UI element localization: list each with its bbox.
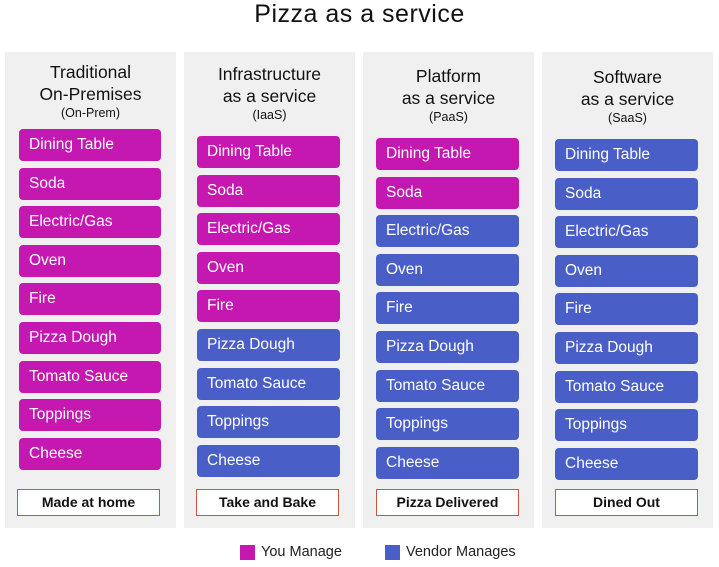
stack-item: Dining Table [555, 139, 698, 171]
stack-item: Toppings [19, 399, 161, 432]
stack-item: Electric/Gas [197, 213, 340, 246]
stack-item: Tomato Sauce [555, 370, 698, 403]
column-title-line: Platform [415, 66, 482, 86]
stack-item: Soda [555, 177, 698, 210]
stack-item: Oven [555, 254, 698, 287]
column-header: Software as a service (SaaS) [542, 66, 713, 126]
column-title-line: Infrastructure [217, 64, 322, 84]
stack-item: Cheese [197, 444, 340, 477]
column-footer-label: Made at home [17, 489, 160, 516]
stack-item: Fire [555, 293, 698, 326]
stack-item: Dining Table [19, 129, 161, 161]
column-title-line: Traditional [49, 62, 132, 82]
stack-item: Pizza Dough [19, 322, 161, 354]
stack-item: Oven [19, 244, 161, 277]
column-title-line: as a service [222, 86, 317, 106]
column-header: Platform as a service (PaaS) [363, 65, 534, 125]
column-footer-label: Dined Out [555, 489, 698, 516]
stack-item: Pizza Dough [555, 332, 698, 364]
column-title-line: On-Premises [39, 84, 142, 104]
column-header: Traditional On-Premises (On-Prem) [5, 61, 176, 121]
stack-item: Oven [376, 253, 519, 286]
stack-item: Soda [197, 174, 340, 207]
legend-label-vendor-manages: Vendor Manages [406, 544, 516, 560]
legend-label-you-manage: You Manage [261, 544, 342, 560]
stack-item: Dining Table [197, 136, 340, 168]
stack-item: Toppings [376, 408, 519, 441]
page-title: Pizza as a service [254, 0, 465, 28]
stack-item: Pizza Dough [197, 329, 340, 361]
column-on-prem: Traditional On-Premises (On-Prem) Made a… [5, 52, 176, 528]
column-title-line: as a service [401, 88, 496, 108]
stack-item: Cheese [555, 447, 698, 480]
legend-vendor-manages: Vendor Manages [385, 542, 516, 562]
column-abbreviation: (SaaS) [608, 111, 647, 125]
stack-item: Electric/Gas [19, 206, 161, 239]
column-iaas: Infrastructure as a service (IaaS) Take … [184, 52, 355, 528]
stack-item: Cheese [19, 437, 161, 470]
stack-item: Fire [376, 292, 519, 325]
stack-item: Cheese [376, 446, 519, 479]
legend-swatch-vendor-manages [385, 544, 400, 560]
column-abbreviation: (On-Prem) [60, 106, 121, 120]
stack-item: Electric/Gas [376, 215, 519, 248]
stack-item: Toppings [197, 406, 340, 439]
stack-item: Soda [376, 176, 519, 209]
legend-you-manage: You Manage [240, 542, 342, 562]
stack-item: Fire [19, 283, 161, 316]
stack-item: Oven [197, 251, 340, 284]
column-abbreviation: (PaaS) [429, 110, 468, 124]
column-saas: Software as a service (SaaS) Dined Out D… [542, 52, 713, 528]
stack-item: Pizza Dough [376, 331, 519, 363]
stack-item: Tomato Sauce [19, 360, 161, 393]
column-header: Infrastructure as a service (IaaS) [184, 63, 355, 123]
stack-item: Tomato Sauce [197, 367, 340, 400]
legend-swatch-you-manage [240, 544, 255, 560]
stack-item: Electric/Gas [555, 216, 698, 249]
column-paas: Platform as a service (PaaS) Pizza Deliv… [363, 52, 534, 528]
stack-item: Fire [197, 290, 340, 323]
column-title-line: as a service [580, 89, 675, 109]
column-title-line: Software [592, 67, 663, 87]
stack-item: Toppings [555, 409, 698, 442]
column-footer-label: Pizza Delivered [376, 489, 519, 516]
column-abbreviation: (IaaS) [252, 108, 287, 122]
stack-item: Dining Table [376, 138, 519, 170]
stack-item: Tomato Sauce [376, 369, 519, 402]
stack-item: Soda [19, 167, 161, 200]
column-footer-label: Take and Bake [196, 489, 339, 516]
